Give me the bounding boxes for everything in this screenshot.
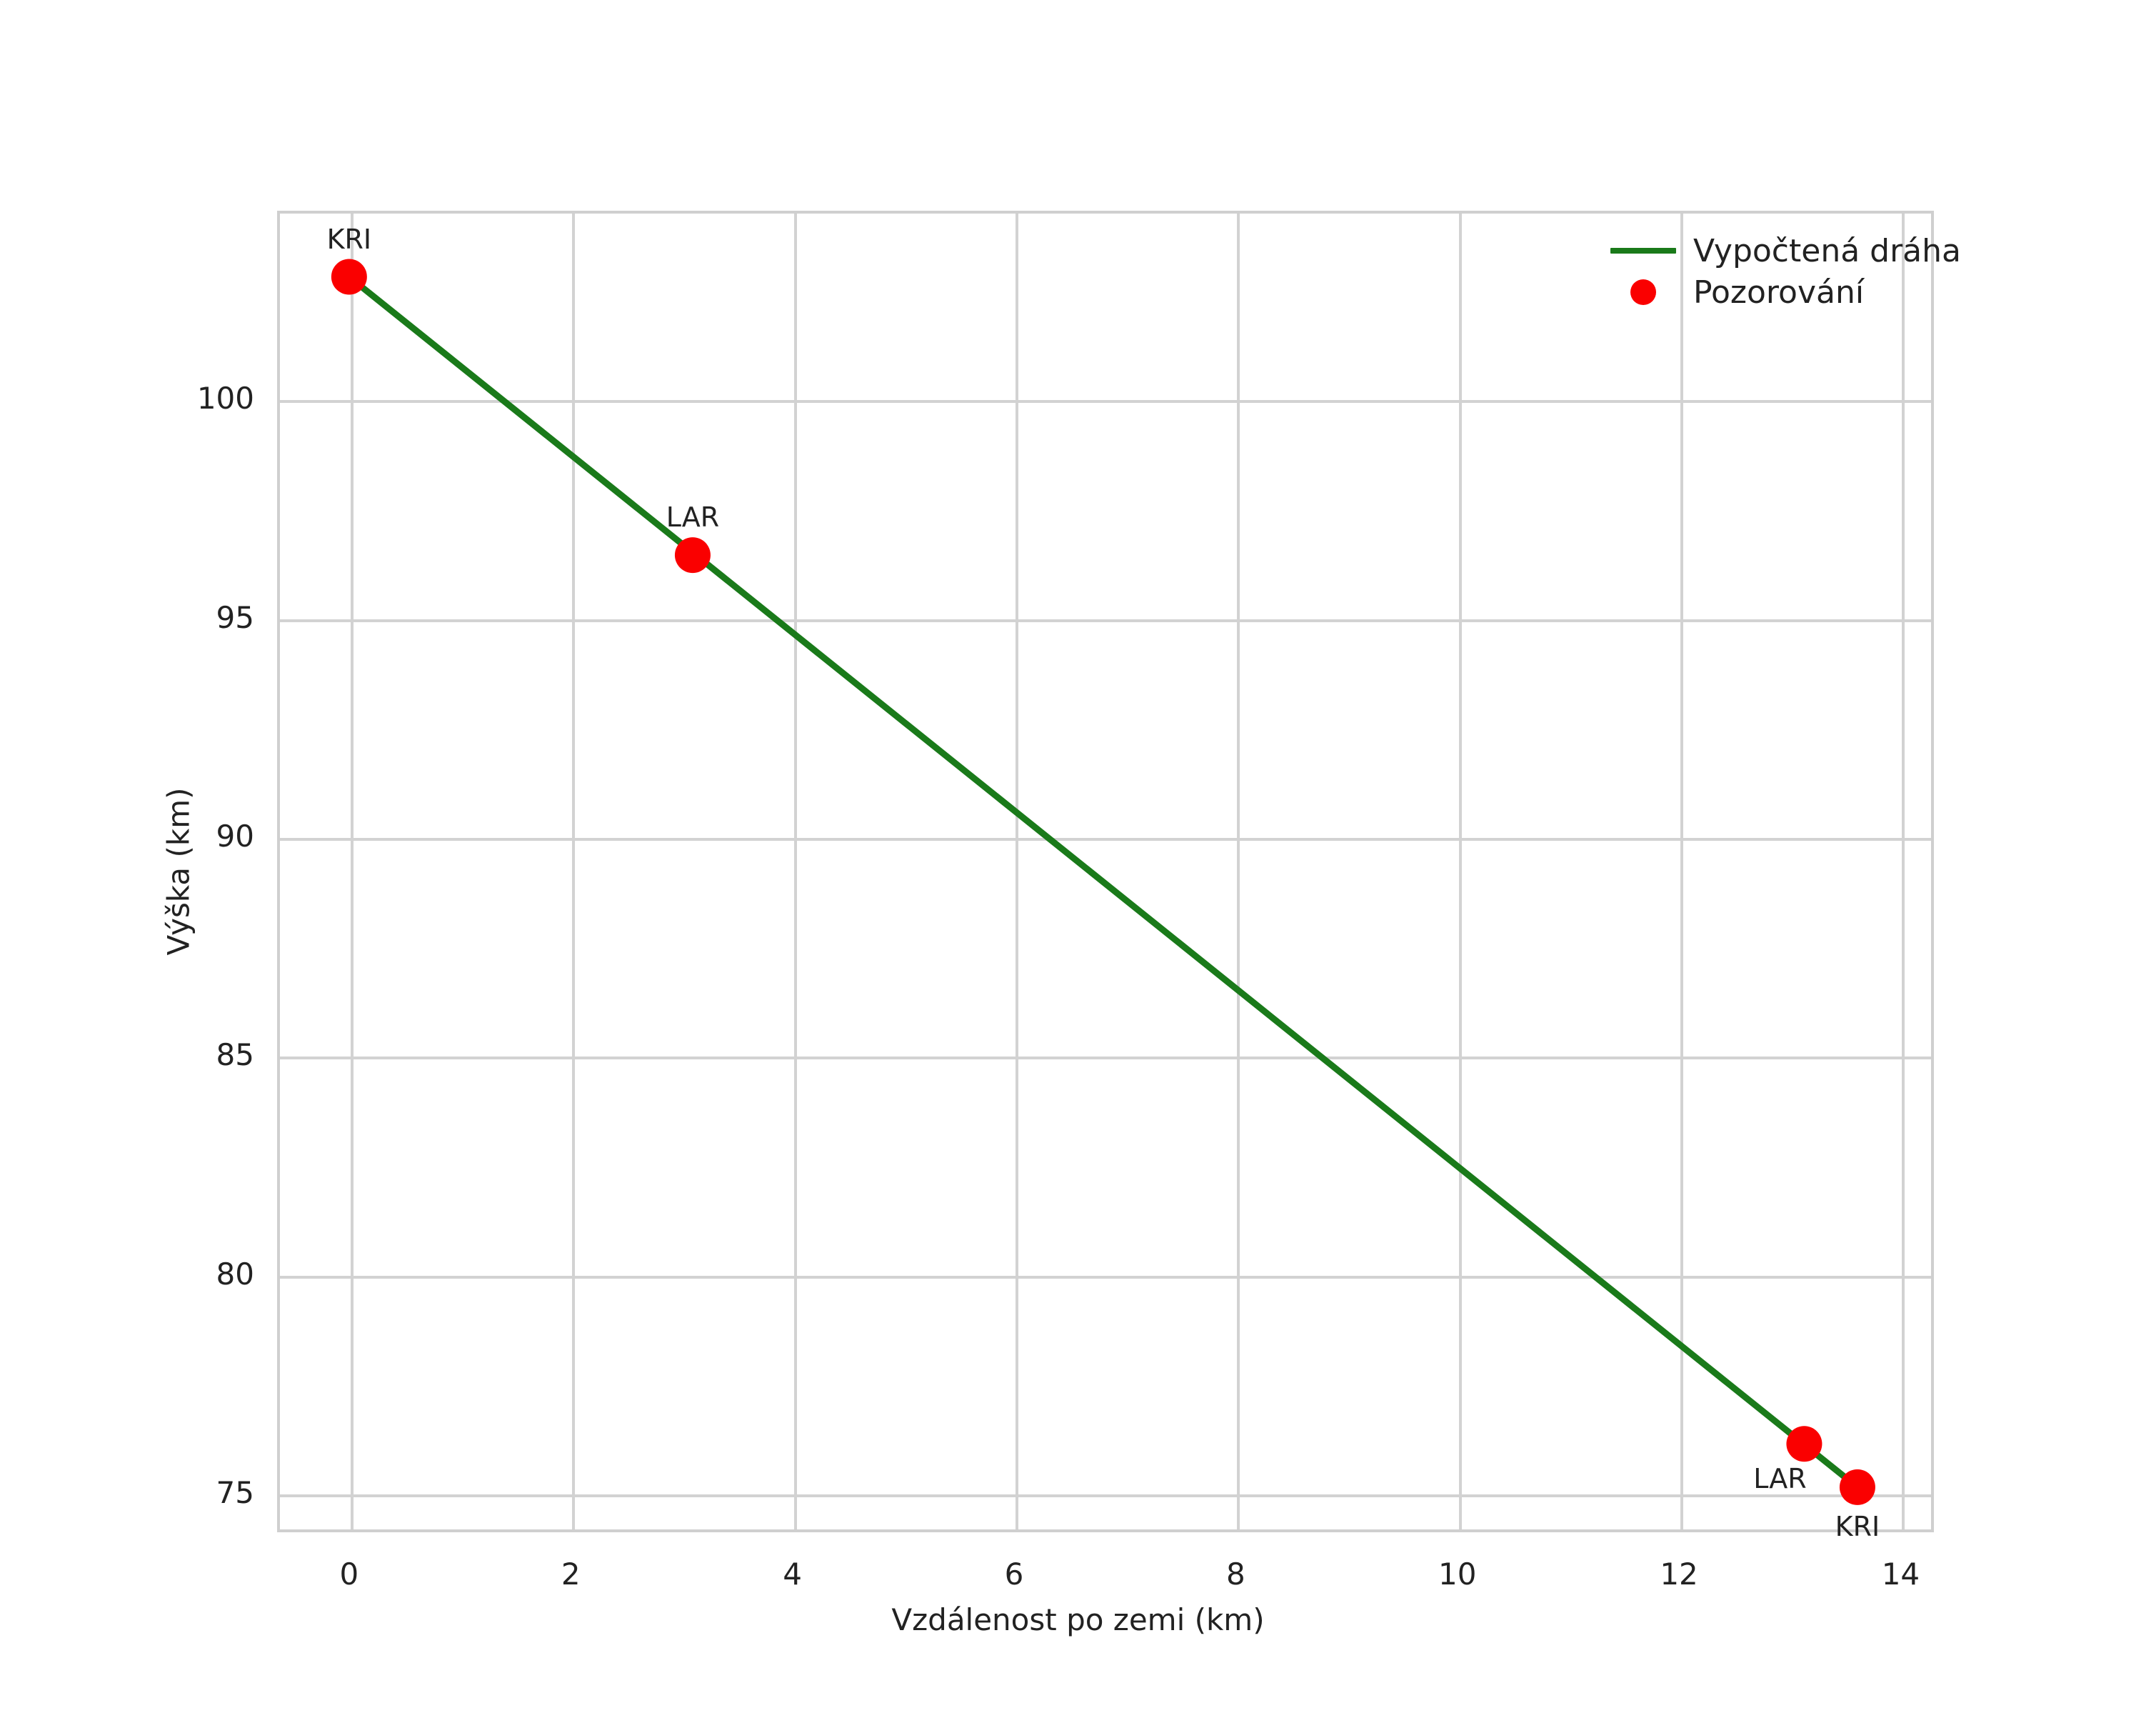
x-tick-label: 4: [783, 1557, 802, 1592]
gridline-vertical: [350, 214, 354, 1529]
x-tick-label: 14: [1881, 1557, 1920, 1592]
observation-label-kri: KRI: [1835, 1510, 1880, 1542]
gridline-vertical: [1458, 214, 1462, 1529]
gridline-vertical: [793, 214, 797, 1529]
x-axis-title: Vzdálenost po zemi (km): [891, 1602, 1265, 1637]
gridline-horizontal: [280, 837, 1931, 841]
trajectory-line: [346, 274, 1861, 1491]
gridline-horizontal: [280, 1494, 1931, 1497]
y-tick-label: 80: [216, 1256, 254, 1292]
legend-entry-computed-trajectory: Vypočtená dráha: [1600, 230, 1961, 271]
legend-label-observation: Pozorování: [1693, 274, 1865, 311]
chart-legend: Vypočtená dráha Pozorování: [1600, 230, 1961, 313]
legend-line-swatch-icon: [1600, 248, 1686, 254]
trajectory-polyline: [346, 274, 1861, 1491]
gridline-vertical: [1902, 214, 1905, 1529]
gridline-horizontal: [280, 619, 1931, 622]
x-tick-label: 0: [339, 1557, 359, 1592]
gridline-horizontal: [280, 1275, 1931, 1279]
observation-marker: [331, 259, 367, 295]
x-tick-label: 10: [1438, 1557, 1477, 1592]
observation-marker: [1839, 1469, 1875, 1505]
gridline-horizontal: [280, 400, 1931, 404]
plot-area: [277, 211, 1934, 1532]
gridline-vertical: [1237, 214, 1240, 1529]
gridline-horizontal: [280, 1057, 1931, 1060]
y-tick-label: 75: [216, 1474, 254, 1510]
x-tick-label: 8: [1225, 1557, 1245, 1592]
y-tick-label: 85: [216, 1037, 254, 1073]
observation-markers: [331, 259, 1875, 1505]
y-tick-label: 90: [216, 818, 254, 854]
gridline-vertical: [1015, 214, 1018, 1529]
x-tick-label: 12: [1660, 1557, 1698, 1592]
y-tick-label: 100: [196, 381, 254, 416]
legend-label-computed-trajectory: Vypočtená dráha: [1693, 232, 1961, 269]
gridline-vertical: [572, 214, 576, 1529]
observation-marker: [674, 537, 711, 574]
observation-label-lar: LAR: [1753, 1463, 1807, 1495]
legend-entry-observation: Pozorování: [1600, 271, 1929, 313]
observation-marker: [1786, 1426, 1822, 1462]
observation-label-kri: KRI: [326, 223, 372, 255]
x-tick-label: 6: [1004, 1557, 1024, 1592]
legend-dot-swatch-icon: [1600, 279, 1686, 305]
y-tick-label: 95: [216, 599, 254, 635]
x-tick-label: 2: [561, 1557, 581, 1592]
gridline-vertical: [1680, 214, 1684, 1529]
observation-label-lar: LAR: [666, 501, 720, 534]
